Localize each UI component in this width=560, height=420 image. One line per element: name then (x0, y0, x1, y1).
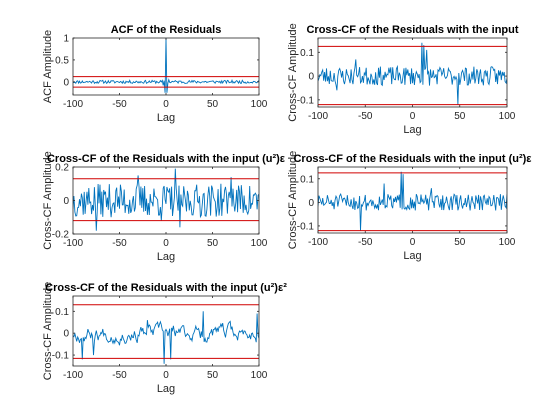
y-tick-label: 0.1 (55, 307, 69, 318)
chart-2: -100 -50 0 50 100 -0.1 0 0.1 Lag Cross-CF Amplitu… (287, 23, 519, 136)
x-tick-label: 0 (163, 238, 169, 249)
x-axis-label: Lag (403, 250, 421, 262)
chart-title: Cross-CF of the Residuals with the input… (47, 153, 286, 165)
x-tick-label: 50 (207, 370, 219, 381)
x-tick-label: 0 (410, 111, 416, 122)
y-axis-label: Cross-CF Amplitude (287, 151, 299, 249)
x-tick-label: -50 (358, 111, 373, 122)
x-tick-label: -100 (308, 111, 328, 122)
y-tick-label: 0.1 (300, 48, 314, 59)
x-tick-label: -100 (63, 370, 83, 381)
y-axis-label: Cross-CF Amplitude (287, 23, 299, 121)
y-tick-label: -0.1 (297, 221, 315, 232)
y-tick-label: -0.1 (297, 95, 315, 106)
x-tick-label: 100 (251, 99, 268, 110)
y-tick-label: -0.1 (52, 351, 70, 362)
chart-title: Cross-CF of the Residuals with the input… (45, 282, 287, 294)
y-tick-label: 0.5 (55, 55, 69, 66)
series-line-1 (318, 42, 507, 105)
x-axis-label: Lag (157, 251, 175, 263)
y-tick-label: 0 (308, 72, 314, 83)
x-tick-label: 50 (454, 111, 466, 122)
chart-title: Cross-CF of the Residuals with the input… (293, 153, 532, 165)
chart-5: -100 -50 0 50 100 -0.1 0 0.1 Lag Cross-CF Amplitu… (42, 282, 287, 395)
x-tick-label: 0 (410, 237, 416, 248)
x-tick-label: 50 (454, 237, 466, 248)
chart-title: Cross-CF of the Residuals with the input (306, 24, 518, 36)
y-axis-label: Cross-CF Amplitude (42, 282, 54, 380)
x-tick-label: 100 (251, 370, 268, 381)
x-tick-label: -100 (63, 99, 83, 110)
x-tick-label: 0 (163, 370, 169, 381)
chart-3: -100 -50 0 50 100 -0.2 0 0.2 Lag Cross-CF Amplitu… (42, 151, 286, 263)
series-line-1 (73, 168, 259, 231)
axes-box (72, 295, 260, 367)
series-line-1 (318, 171, 507, 231)
chart-4: -100 -50 0 50 100 -0.1 0 0.1 Lag Cross-CF Amplitu… (287, 151, 532, 262)
x-axis-label: Lag (403, 124, 421, 136)
series-line-1 (73, 38, 259, 93)
x-tick-label: -50 (358, 237, 373, 248)
y-tick-label: 0 (63, 77, 69, 88)
series-line-1 (73, 311, 259, 364)
y-tick-label: 0 (63, 196, 69, 207)
y-tick-label: 0 (308, 198, 314, 209)
x-tick-label: 50 (207, 238, 219, 249)
y-tick-label: 1 (63, 34, 69, 45)
y-tick-label: 0.1 (300, 174, 314, 185)
x-axis-label: Lag (157, 383, 175, 395)
y-axis-label: ACF Amplitude (42, 30, 54, 103)
y-tick-label: -0.2 (52, 230, 70, 241)
chart-title: ACF of the Residuals (111, 24, 222, 36)
y-axis-label: Cross-CF Amplitude (42, 151, 54, 249)
x-tick-label: -50 (112, 238, 127, 249)
x-tick-label: -100 (63, 238, 83, 249)
chart-1: -100 -50 0 50 100 0 0.5 1 Lag ACF Amplitude ACF of… (42, 24, 268, 124)
x-tick-label: 50 (207, 99, 219, 110)
x-axis-label: Lag (157, 112, 175, 124)
y-tick-label: 0 (63, 329, 69, 340)
y-tick-label: 0.2 (55, 163, 69, 174)
x-tick-label: 100 (499, 237, 516, 248)
x-tick-label: 100 (499, 111, 516, 122)
x-tick-label: -50 (112, 370, 127, 381)
x-tick-label: -50 (112, 99, 127, 110)
x-tick-label: 100 (251, 238, 268, 249)
x-tick-label: -100 (308, 237, 328, 248)
x-tick-label: 0 (163, 99, 169, 110)
